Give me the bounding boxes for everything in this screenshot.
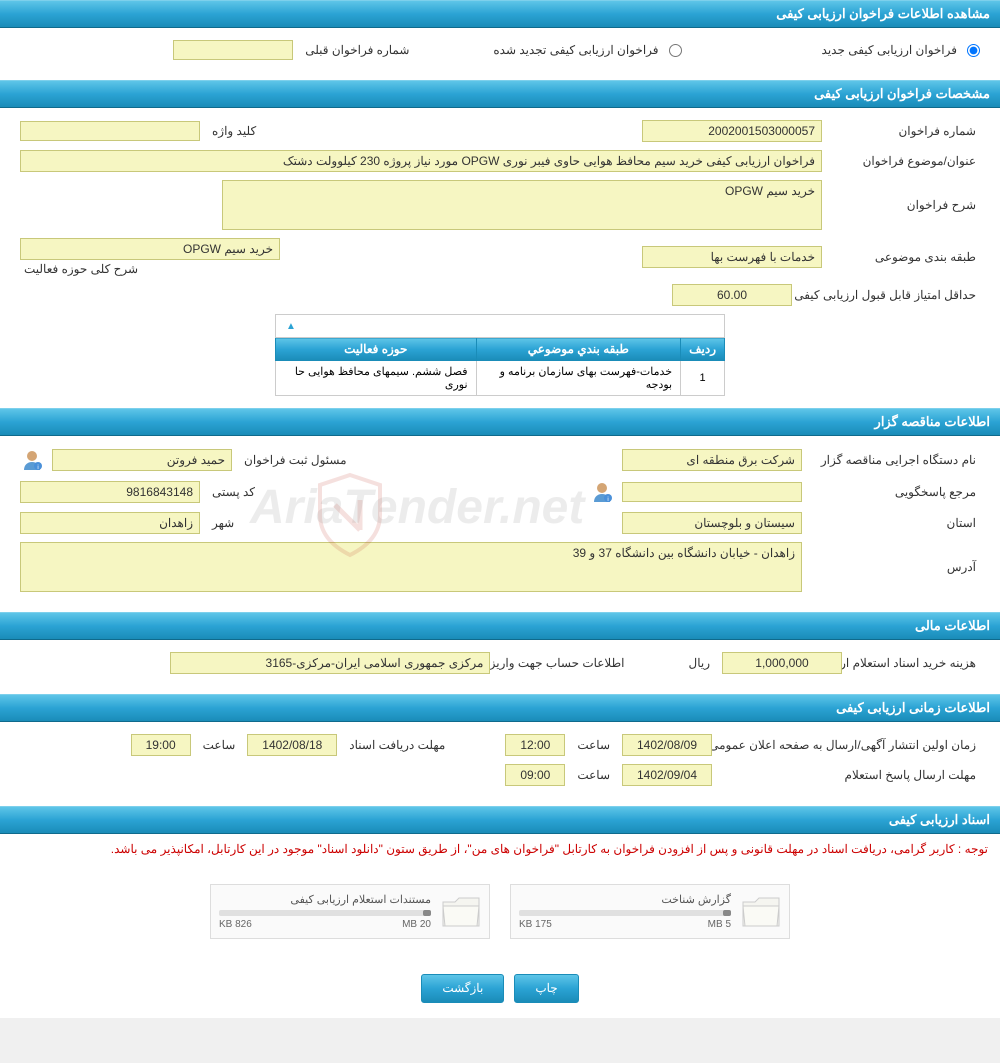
province-label: استان — [810, 516, 980, 530]
file2-progress — [219, 910, 431, 916]
user-icon: i — [20, 448, 44, 472]
desc-label: شرح فراخوان — [830, 198, 980, 212]
publish-label: زمان اولین انتشار آگهی/ارسال به صفحه اعل… — [720, 738, 980, 752]
svg-text:i: i — [607, 497, 608, 503]
keyword-field — [20, 121, 200, 141]
city-field: زاهدان — [20, 512, 200, 534]
activity-table-title: حوزه های فعالیت ▲ — [276, 315, 725, 338]
account-field: مرکزی جمهوری اسلامی ایران-مرکزی-3165 — [170, 652, 490, 674]
file1-size: 175 KB — [519, 919, 552, 930]
deadline-label: مهلت دریافت اسناد — [345, 738, 449, 752]
td-cat: خدمات-فهرست بهای سازمان برنامه و بودجه — [476, 361, 681, 396]
section-body-tenderer: نام دستگاه اجرایی مناقصه گزار شرکت برق م… — [0, 436, 1000, 612]
call-no-label: شماره فراخوان — [830, 124, 980, 138]
response-time-field: 09:00 — [505, 764, 565, 786]
radio-renewed[interactable] — [669, 44, 682, 57]
collapse-icon[interactable]: ▲ — [284, 319, 298, 333]
publish-time-field: 12:00 — [505, 734, 565, 756]
desc-field: خرید سیم OPGW — [222, 180, 822, 230]
section-header-timing: اطلاعات زمانی ارزیابی کیفی — [0, 694, 1000, 722]
account-label: اطلاعات حساب جهت واریز هزینه خرید اسناد — [498, 656, 628, 670]
org-label: نام دستگاه اجرایی مناقصه گزار — [810, 453, 980, 467]
activity-table-title-text: حوزه های فعالیت — [468, 320, 547, 332]
address-field: زاهدان - خیابان دانشگاه بین دانشگاه 37 و… — [20, 542, 802, 592]
radio-new[interactable] — [967, 44, 980, 57]
th-cat: طبقه بندي موضوعي — [476, 338, 681, 361]
category-label: طبقه بندی موضوعی — [830, 250, 980, 264]
table-row: 1 خدمات-فهرست بهای سازمان برنامه و بودجه… — [276, 361, 725, 396]
category-field: خدمات با فهرست بها — [642, 246, 822, 268]
currency-label: ریال — [684, 656, 714, 670]
call-no-field: 2002001503000057 — [642, 120, 822, 142]
section-body-timing: زمان اولین انتشار آگهی/ارسال به صفحه اعل… — [0, 722, 1000, 806]
city-label: شهر — [208, 516, 238, 530]
file1-title: گزارش شناخت — [519, 893, 731, 906]
responder-label: مرجع پاسخگویی — [810, 485, 980, 499]
file2-total: 20 MB — [402, 919, 431, 930]
publish-time-label: ساعت — [573, 738, 614, 752]
subject-label: عنوان/موضوع فراخوان — [830, 154, 980, 168]
prev-no-field — [173, 40, 293, 60]
subject-field: فراخوان ارزیابی کیفی خرید سیم محافظ هوای… — [20, 150, 822, 172]
cost-label: هزینه خرید اسناد استعلام ارزیابی کیفی — [850, 656, 980, 670]
th-act: حوزه فعالیت — [276, 338, 477, 361]
file1-progress — [519, 910, 731, 916]
radio-renewed-group[interactable]: فراخوان ارزیابی کیفی تجدید شده — [489, 43, 681, 57]
keyword-label: کلید واژه — [208, 124, 260, 138]
min-score-label: حداقل امتیاز قابل قبول ارزیابی کیفی — [800, 288, 980, 302]
th-row: ردیف — [681, 338, 725, 361]
section-body-financial: هزینه خرید اسناد استعلام ارزیابی کیفی 1,… — [0, 640, 1000, 694]
activity-desc-field: خرید سیم OPGW — [20, 238, 280, 260]
activity-table: حوزه های فعالیت ▲ ردیف طبقه بندي موضوعي … — [275, 314, 725, 396]
folder-icon — [741, 894, 781, 930]
section-body-docs: توجه : کاربر گرامی، دریافت اسناد در مهلت… — [0, 834, 1000, 1018]
responder-field — [622, 482, 802, 502]
registrar-label: مسئول ثبت فراخوان — [240, 453, 351, 467]
back-button[interactable]: بازگشت — [421, 974, 504, 1003]
registrar-field: حمید فروتن — [52, 449, 232, 471]
file2-title: مستندات استعلام ارزیابی کیفی — [219, 893, 431, 906]
radio-renewed-label: فراخوان ارزیابی کیفی تجدید شده — [489, 43, 662, 57]
print-button[interactable]: چاپ — [514, 974, 578, 1003]
deadline-time-field: 19:00 — [131, 734, 191, 756]
section-header-specs: مشخصات فراخوان ارزیابی کیفی — [0, 80, 1000, 108]
deadline-date-field: 1402/08/18 — [247, 734, 337, 756]
svg-text:i: i — [37, 465, 38, 471]
section-header-financial: اطلاعات مالی — [0, 612, 1000, 640]
section-header-tenderer: اطلاعات مناقصه گزار — [0, 408, 1000, 436]
org-field: شرکت برق منطقه ای — [622, 449, 802, 471]
cost-field: 1,000,000 — [722, 652, 842, 674]
section-body-view: فراخوان ارزیابی کیفی جدید فراخوان ارزیاب… — [0, 28, 1000, 80]
province-field: سیستان و بلوچستان — [622, 512, 802, 534]
section-header-docs: اسناد ارزیابی کیفی — [0, 806, 1000, 834]
section-header-view: مشاهده اطلاعات فراخوان ارزیابی کیفی — [0, 0, 1000, 28]
docs-note: توجه : کاربر گرامی، دریافت اسناد در مهلت… — [0, 834, 1000, 864]
address-label: آدرس — [810, 560, 980, 574]
section-body-specs: شماره فراخوان 2002001503000057 کلید واژه… — [0, 108, 1000, 408]
file-box-1[interactable]: گزارش شناخت 5 MB 175 KB — [510, 884, 790, 939]
deadline-time-label: ساعت — [199, 738, 240, 752]
postcode-label: کد پستی — [208, 485, 259, 499]
response-time-label: ساعت — [573, 768, 614, 782]
folder-icon — [441, 894, 481, 930]
activity-desc-label: شرح کلی حوزه فعالیت — [20, 262, 280, 276]
file1-total: 5 MB — [708, 919, 731, 930]
radio-new-group[interactable]: فراخوان ارزیابی کیفی جدید — [818, 43, 980, 57]
radio-new-label: فراخوان ارزیابی کیفی جدید — [818, 43, 961, 57]
prev-no-label: شماره فراخوان قبلی — [301, 43, 413, 57]
file2-size: 826 KB — [219, 919, 252, 930]
td-act: فصل ششم. سیمهای محافظ هوایی حا نوری — [276, 361, 477, 396]
user-icon: i — [590, 480, 614, 504]
min-score-field: 60.00 — [672, 284, 792, 306]
response-label: مهلت ارسال پاسخ استعلام — [720, 768, 980, 782]
file-box-2[interactable]: مستندات استعلام ارزیابی کیفی 20 MB 826 K… — [210, 884, 490, 939]
response-date-field: 1402/09/04 — [622, 764, 712, 786]
publish-date-field: 1402/08/09 — [622, 734, 712, 756]
postcode-field: 9816843148 — [20, 481, 200, 503]
td-n: 1 — [681, 361, 725, 396]
